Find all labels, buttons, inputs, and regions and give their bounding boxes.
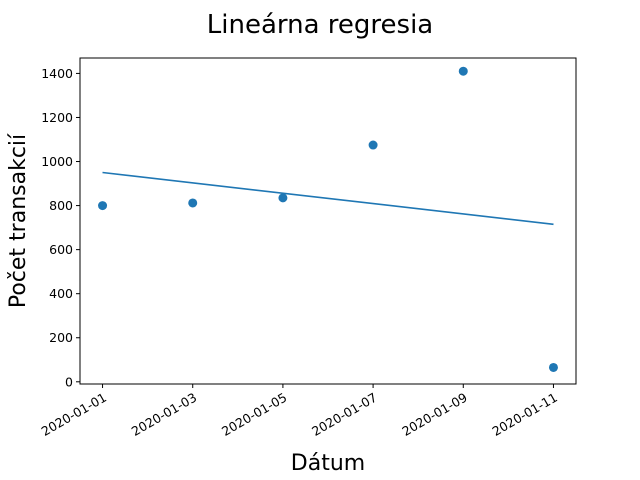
data-point [458, 66, 468, 76]
data-point [548, 362, 558, 372]
chart-title: Lineárna regresia [207, 10, 433, 40]
data-point [188, 198, 198, 208]
x-tick-label: 2020-01-11 [490, 390, 560, 439]
y-tick-label: 200 [49, 330, 73, 345]
y-tick-label: 600 [49, 242, 73, 257]
y-tick-label: 1000 [41, 154, 73, 169]
y-axis-label: Počet transakcií [6, 133, 31, 308]
x-tick-label: 2020-01-07 [309, 390, 379, 439]
x-tick-label: 2020-01-09 [399, 390, 469, 439]
data-point [98, 201, 108, 211]
y-tick-label: 1400 [41, 66, 73, 81]
data-point [368, 140, 378, 150]
y-tick-label: 800 [49, 198, 73, 213]
x-tick-label: 2020-01-03 [129, 390, 199, 439]
x-tick-label: 2020-01-01 [39, 390, 109, 439]
y-tick-label: 1200 [41, 110, 73, 125]
data-marks [98, 66, 558, 372]
y-axis: 0 200 400 600 800 1000 1200 1400 [41, 66, 80, 389]
regression-line [102, 171, 554, 226]
plot-frame [79, 57, 577, 385]
x-axis-label: Dátum [291, 451, 365, 476]
data-point [278, 193, 288, 203]
x-axis: 2020-01-01 2020-01-03 2020-01-05 2020-01-07… [39, 384, 560, 439]
x-tick-label: 2020-01-05 [219, 390, 289, 439]
plot-area [79, 57, 577, 385]
y-tick-label: 0 [65, 374, 73, 389]
y-tick-label: 400 [49, 286, 73, 301]
